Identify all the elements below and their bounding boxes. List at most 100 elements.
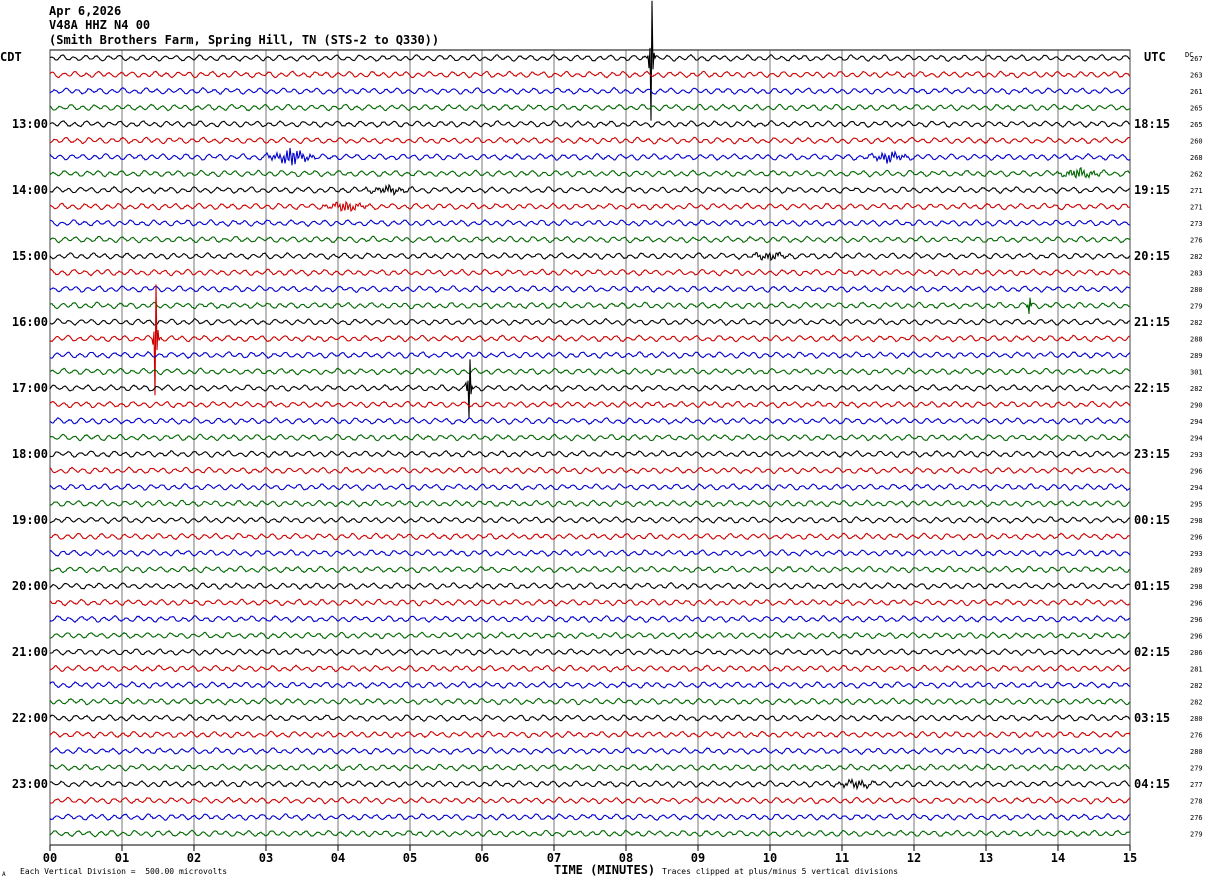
left-hour-label: 13:00: [12, 117, 48, 131]
x-tick-label: 04: [331, 851, 345, 865]
x-tick-label: 15: [1123, 851, 1137, 865]
right-hour-label: 21:15: [1134, 315, 1170, 329]
seismic-trace: [49, 777, 1131, 791]
x-tick-label: 09: [691, 851, 705, 865]
dc-offset-label: 262: [1190, 171, 1203, 179]
left-hour-label: 17:00: [12, 381, 48, 395]
x-axis-label: TIME (MINUTES): [554, 863, 655, 877]
traces: [49, 0, 1131, 838]
seismic-trace: [49, 829, 1131, 838]
left-hour-label: 19:00: [12, 513, 48, 527]
x-tick-label: 07: [547, 851, 561, 865]
plot-frame: [49, 49, 1131, 846]
grid: [49, 49, 1131, 851]
left-hour-label: 18:00: [12, 447, 48, 461]
dc-offset-label: 294: [1190, 418, 1203, 426]
x-tick-label: 02: [187, 851, 201, 865]
dc-offset-label: 298: [1190, 583, 1203, 591]
dc-offset-label: 283: [1190, 270, 1203, 278]
dc-offset-label: 271: [1190, 187, 1203, 195]
seismic-trace: [49, 598, 1131, 607]
right-hour-label: 03:15: [1134, 711, 1170, 725]
x-tick-label: 11: [835, 851, 849, 865]
x-tick-label: 01: [115, 851, 129, 865]
seismic-trace: [49, 416, 1131, 425]
seismic-trace: [49, 516, 1131, 525]
seismic-trace: [49, 219, 1131, 228]
seismic-trace: [49, 350, 1131, 360]
dc-offset-label: 279: [1190, 303, 1203, 311]
left-hour-label: 16:00: [12, 315, 48, 329]
seismic-trace: [49, 433, 1131, 442]
seismic-trace: [49, 615, 1131, 623]
right-timezone-label: UTC: [1144, 50, 1166, 64]
seismic-trace: [49, 120, 1131, 129]
x-tick-label: 00: [43, 851, 57, 865]
dc-offset-label: 265: [1190, 105, 1203, 113]
dc-offset-label: 282: [1190, 319, 1203, 327]
dc-offset-label: 276: [1190, 814, 1203, 822]
dc-offset-label: 271: [1190, 204, 1203, 212]
right-hour-label: 22:15: [1134, 381, 1170, 395]
x-tick-label: 06: [475, 851, 489, 865]
dc-offset-label: 282: [1190, 682, 1203, 690]
dc-offset-label: 294: [1190, 435, 1203, 443]
right-hour-label: 00:15: [1134, 513, 1170, 527]
dc-offset-label: 268: [1190, 154, 1203, 162]
dc-offset-label: 279: [1190, 765, 1203, 773]
dc-offset-label: 280: [1190, 286, 1203, 294]
dc-offset-label: 281: [1190, 666, 1203, 674]
right-hour-label: 01:15: [1134, 579, 1170, 593]
dc-offset-label: 276: [1190, 732, 1203, 740]
dc-offset-label: 280: [1190, 748, 1203, 756]
x-tick-label: 08: [619, 851, 633, 865]
seismic-trace: [49, 103, 1131, 112]
scale-note: Each Vertical Division = 500.00 microvol…: [20, 867, 228, 876]
dc-offset-label: 301: [1190, 369, 1203, 377]
seismic-trace: [49, 367, 1131, 376]
seismic-trace: [49, 730, 1131, 739]
right-hour-label: 02:15: [1134, 645, 1170, 659]
seismic-trace: [49, 747, 1131, 755]
seismic-trace: [49, 183, 1131, 196]
date-label: Apr 6,2026: [49, 4, 122, 18]
x-tick-label: 13: [979, 851, 993, 865]
dc-offset-label: 265: [1190, 121, 1203, 129]
x-tick-label: 12: [907, 851, 921, 865]
dc-offset-label: 295: [1190, 501, 1203, 509]
right-hour-label: 04:15: [1134, 777, 1170, 791]
seismic-trace: [49, 647, 1131, 656]
x-tick-label: 14: [1051, 851, 1065, 865]
seismic-trace: [49, 284, 1131, 396]
seismic-trace: [49, 86, 1131, 96]
dc-offset-label: 267: [1190, 55, 1203, 63]
x-tick-label: 10: [763, 851, 777, 865]
dc-offset-label: 280: [1190, 715, 1203, 723]
dc-offset-label: 279: [1190, 831, 1203, 839]
dc-offset-label: 296: [1190, 600, 1203, 608]
dc-offset-label: 294: [1190, 484, 1203, 492]
seismic-trace: [49, 565, 1131, 574]
left-hour-label: 15:00: [12, 249, 48, 263]
seismic-trace: [49, 466, 1131, 475]
location-label: (Smith Brothers Farm, Spring Hill, TN (S…: [49, 33, 440, 47]
seismic-trace: [49, 450, 1131, 458]
seismic-trace: [50, 0, 1131, 121]
dc-offset-label: 282: [1190, 385, 1203, 393]
seismic-trace: [49, 499, 1131, 508]
dc-offset-label: 263: [1190, 72, 1203, 80]
left-timezone-label: CDT: [0, 50, 22, 64]
dc-offset-label: 296: [1190, 468, 1203, 476]
dc-offset-label: 288: [1190, 336, 1203, 344]
left-hour-label: 20:00: [12, 579, 48, 593]
right-hour-label: 20:15: [1134, 249, 1170, 263]
seismic-trace: [49, 812, 1131, 822]
dc-label: DC: [1185, 51, 1193, 59]
dc-offset-label: 293: [1190, 451, 1203, 459]
corner-mark: A: [2, 871, 6, 878]
dc-offset-label: 290: [1190, 402, 1203, 410]
dc-offset-label: 273: [1190, 220, 1203, 228]
seismic-trace: [49, 285, 1131, 293]
seismic-trace: [49, 713, 1131, 722]
seismic-trace: [49, 147, 1131, 166]
